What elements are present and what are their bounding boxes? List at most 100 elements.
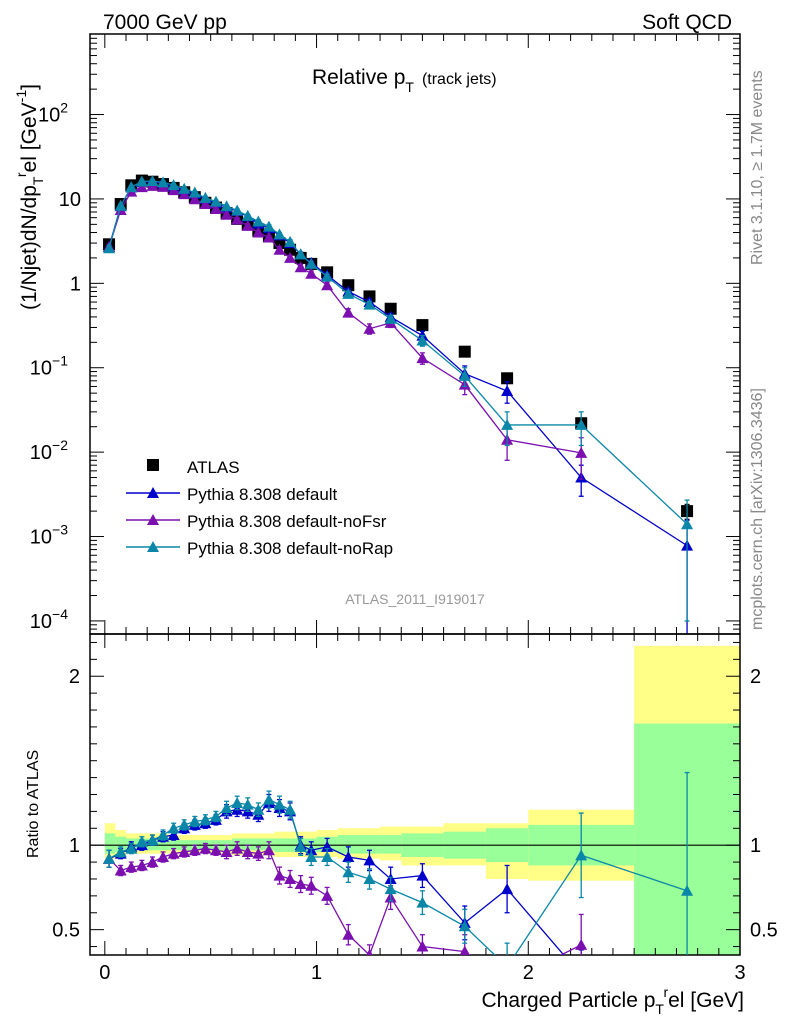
pythia-8-308-default-norap-ratio-point [416,896,429,908]
y-tick-label: 102 [38,100,68,127]
pythia-8-308-default-nofsr-ratio-point [284,872,297,884]
pythia-8-308-default-norap-point [135,175,148,187]
main-ylabel-sub: T [30,176,46,185]
x-tick-label: 3 [734,962,745,984]
pythia-8-308-default-norap-ratio-point [342,866,355,878]
pythia-8-308-default-norap-ratio-point [273,798,286,810]
pythia-8-308-default-nofsr-point [342,306,355,318]
y-tick-label: 10 [59,189,81,211]
pythia-8-308-default-nofsr-point [575,446,588,458]
pythia-8-308-default-norap-ratio-point [103,852,116,864]
legend: ATLAS Pythia 8.308 default Pythia 8.308 de… [126,458,393,558]
pythia-8-308-default-norap-point [178,182,191,194]
pythia-8-308-default-nofsr-ratio-point [199,842,212,854]
pythia-8-308-default-nofsr-point [305,267,318,279]
pythia-8-308-default-nofsr-point [262,231,275,243]
pythia-8-308-default-norap-ratio-point [575,849,588,861]
atlas-point [384,302,397,315]
pythia-8-308-default-nofsr-ratio-line [108,847,582,955]
pythia-8-308-default-norap-ratio-point [501,961,513,972]
pythia-8-308-default-nofsr-ratio-point [366,949,373,955]
pythia-8-308-default-norap-point [273,228,286,240]
pythia-8-308-default-norap-point [231,204,244,216]
pythia-8-308-default-norap-ratio-point [321,851,334,863]
pythia-8-308-default-norap-point [384,312,397,324]
pythia-8-308-default-nofsr-ratio-point [252,847,265,859]
pythia-8-308-default-point [501,385,514,397]
pythia-8-308-default-nofsr-point [363,322,376,334]
pythia-8-308-default-nofsr-ratio-point [146,856,159,868]
pythia-8-308-default-nofsr-point [231,213,244,225]
main-ylabel-rest: el [GeV [18,102,41,172]
pythia-8-308-default-nofsr-ratio-point [188,844,201,856]
pythia-8-308-default-nofsr-ratio-point [416,940,429,952]
y-tick-label: 10−3 [30,522,68,549]
ratio-panel: 0 1 2 30.5 0.51 12 2 [52,633,778,984]
ratio-y-tick-label: 0.5 [52,920,80,942]
series-pythia-8-308-default [103,175,694,634]
pythia-8-308-default-norap-point [262,220,275,232]
pythia-8-308-default-norap-point [458,369,471,381]
legend-label-pythia-8-308-default: Pythia 8.308 default [187,485,338,504]
pythia-8-308-default-norap-point [199,191,212,203]
ratio-y-tick-label-right: 1 [750,835,761,857]
pythia-8-308-default-ratio-point [167,829,180,841]
ratio-xlabel-sup: r [663,984,668,1000]
pythia-8-308-default-ratio-point [501,883,514,895]
pythia-8-308-default-norap-point [157,176,170,188]
ratio-xlabel: Charged Particle pTrel [GeV] [481,984,744,1017]
pythia-8-308-default-norap-point [305,257,318,269]
legend-label-atlas: ATLAS [187,458,240,477]
pythia-8-308-default-norap-point [342,287,355,299]
pythia-8-308-default-nofsr-point [241,219,254,231]
uncertainty-band-inner-4 [231,838,275,851]
pythia-8-308-default-nofsr-ratio-point [273,869,286,881]
ratio-y-tick-label: 1 [69,835,80,857]
pythia-8-308-default-nofsr-ratio-point [241,845,254,857]
y-tick-label: 10−1 [30,353,68,380]
main-ylabel-end: ] [18,84,41,90]
pythia-8-308-default-norap-ratio-point [241,798,254,810]
pythia-8-308-default-nofsr-ratio-point [220,845,233,857]
pythia-8-308-default-nofsr-point [135,181,148,193]
pythia-8-308-default-nofsr-ratio-point [125,861,138,873]
pythia-8-308-default-nofsr-ratio-point [305,879,318,891]
ratio-y-tick-label: 2 [69,666,80,688]
pythia-8-308-default-norap-ratio-point [157,829,170,841]
pythia-8-308-default-norap-point [241,209,254,221]
pythia-8-308-default-nofsr-ratio-point [459,945,470,955]
ratio-series-pythia-8-308-default-nofsr [103,841,588,955]
ratio-y-tick-label-right: 0.5 [750,920,778,942]
pythia-8-308-default-norap-point [209,195,222,207]
legend-label-pythia-8-308-default-norap: Pythia 8.308 default-noRap [187,539,393,558]
uncertainty-band-inner-7 [337,835,381,854]
pythia-8-308-default-nofsr-ratio-point [135,859,148,871]
pythia-8-308-default-ratio-point [321,840,334,852]
pythia-8-308-default-norap-point [321,270,334,282]
ratio-bands [104,645,740,955]
main-ylabel: (1/Njet)dN/dpTrel [GeV-1] [13,84,46,310]
main-title-sub: T [405,79,414,95]
ratio-series-pythia-8-308-default-norap [103,771,694,972]
legend-marker-atlas [147,459,159,471]
pythia-8-308-default-nofsr-ratio-point [157,851,170,863]
atlas-point [501,372,514,385]
pythia-8-308-default-norap-point [284,235,297,247]
pythia-8-308-default-norap-point [252,215,265,227]
pythia-8-308-default-norap-ratio-point [178,818,191,830]
pythia-8-308-default-norap-ratio-point [135,835,148,847]
pythia-8-308-default-norap-point [416,334,429,346]
y-tick-label: 10−4 [30,606,68,633]
pythia-8-308-default-norap-ratio-point [209,810,222,822]
pythia-8-308-default-norap-ratio-point [681,884,694,896]
legend-marker-pythia-8-308-default-nofsr [147,514,159,525]
ratio-xlabel-rest: el [GeV] [668,989,744,1012]
pythia-8-308-default-norap-point [103,242,116,254]
main-ylabel-sup: r [13,172,29,177]
pythia-8-308-default-ratio-point [575,969,587,980]
main-title-suffix: (track jets) [422,71,497,88]
pythia-8-308-default-nofsr-point [209,202,222,214]
pythia-8-308-default-norap-point [146,175,159,187]
atlas-point [458,345,471,358]
